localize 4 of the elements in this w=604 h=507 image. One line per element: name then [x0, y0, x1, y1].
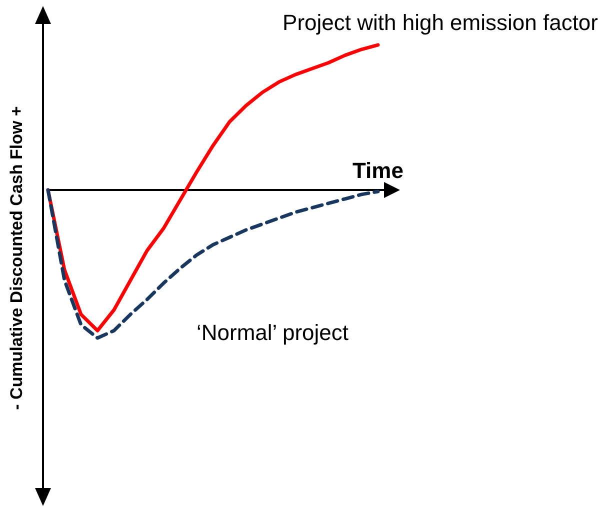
y-axis-title: - Cumulative Discounted Cash Flow +	[7, 106, 26, 410]
x-axis-title: Time	[352, 158, 404, 183]
text: ‘Normal’ project	[196, 320, 349, 346]
series-label: Project with high emission factor	[282, 10, 598, 35]
